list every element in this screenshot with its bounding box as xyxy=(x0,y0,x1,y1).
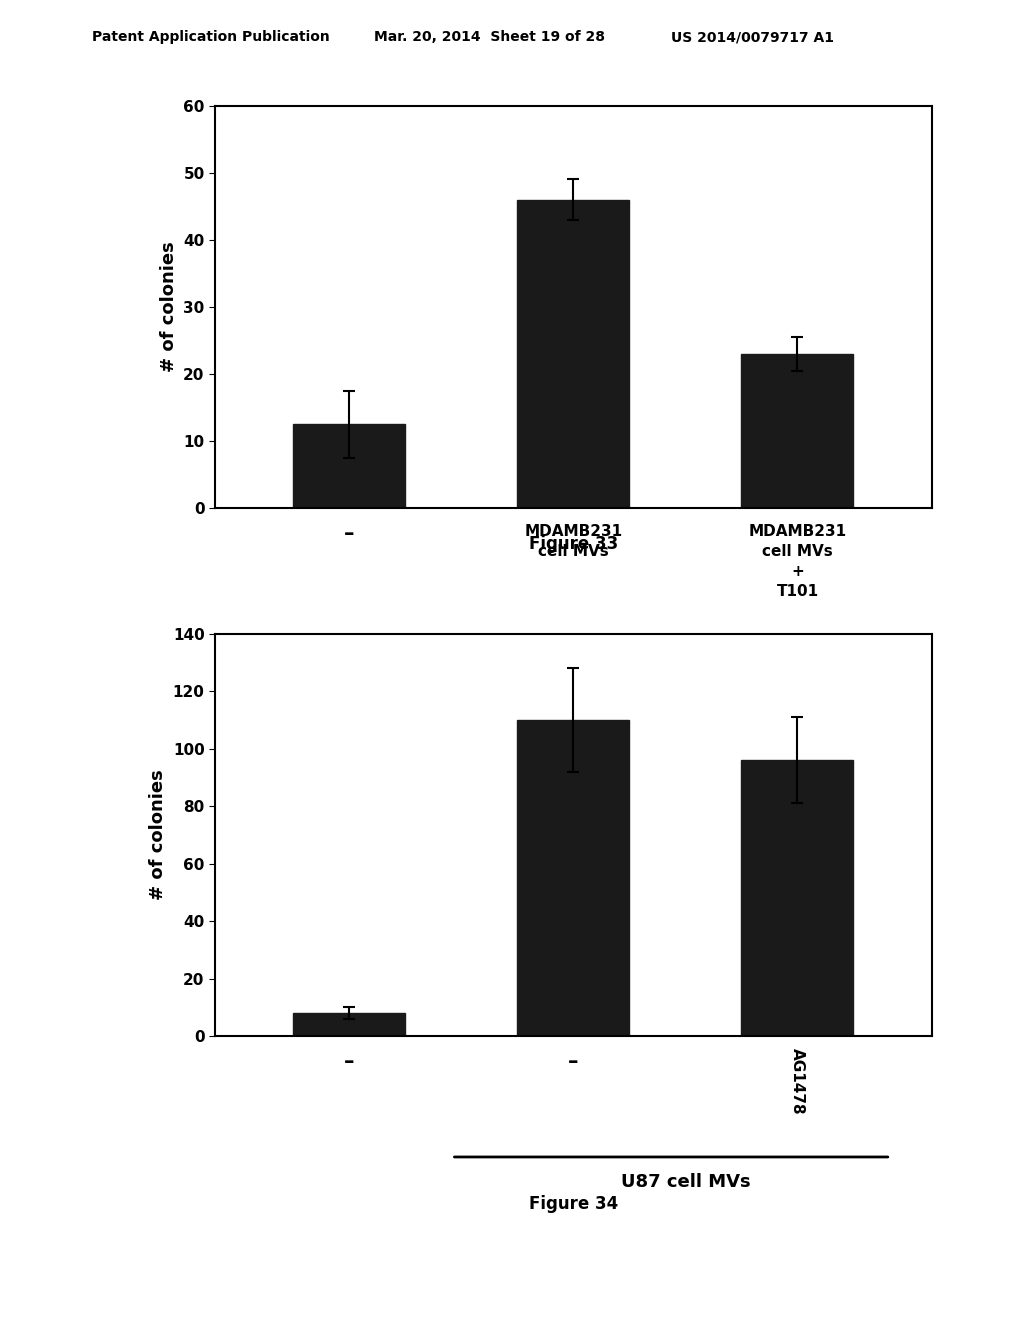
Text: MCF10A cells: MCF10A cells xyxy=(618,705,753,723)
Text: –: – xyxy=(568,1052,579,1072)
Text: Figure 33: Figure 33 xyxy=(528,535,618,553)
Bar xyxy=(517,719,630,1036)
Text: MDAMB231
cell MVs
+
T101: MDAMB231 cell MVs + T101 xyxy=(749,524,847,599)
Bar xyxy=(741,354,853,508)
Text: Mar. 20, 2014  Sheet 19 of 28: Mar. 20, 2014 Sheet 19 of 28 xyxy=(374,30,605,45)
Y-axis label: # of colonies: # of colonies xyxy=(150,770,167,900)
Text: US 2014/0079717 A1: US 2014/0079717 A1 xyxy=(671,30,834,45)
Text: MDAMB231
cell MVs: MDAMB231 cell MVs xyxy=(524,524,623,560)
Text: Figure 34: Figure 34 xyxy=(528,1195,618,1213)
Text: Patent Application Publication: Patent Application Publication xyxy=(92,30,330,45)
Text: AG1478: AG1478 xyxy=(790,1048,805,1115)
Bar xyxy=(517,199,630,508)
Y-axis label: # of colonies: # of colonies xyxy=(160,242,178,372)
Text: –: – xyxy=(344,524,354,544)
Bar xyxy=(294,1014,406,1036)
Text: –: – xyxy=(344,1052,354,1072)
Text: U87 cell MVs: U87 cell MVs xyxy=(621,1173,751,1191)
Bar xyxy=(294,424,406,508)
Bar xyxy=(741,760,853,1036)
